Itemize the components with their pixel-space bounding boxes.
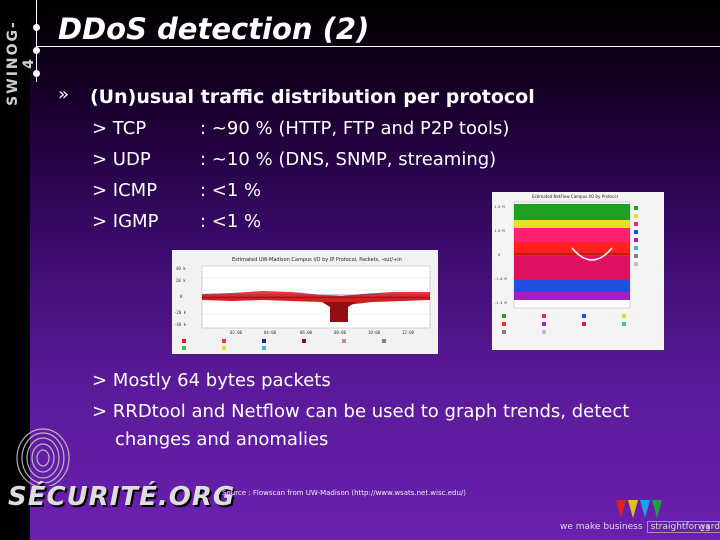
svg-text:20 k: 20 k [176,278,186,283]
swinog-label: SWINOG-4 [5,20,37,106]
svg-text:40 k: 40 k [176,266,186,271]
footer-left: we make business [560,522,643,532]
protocol-desc: : ~90 % (HTTP, FTP and P2P tools) [200,118,510,139]
securite-org-logo: SÉCURITÉ.ORG [8,482,236,512]
bullet-item-continued: changes and anomalies [115,429,329,450]
bullet-dot [33,47,40,54]
svg-text:06:00: 06:00 [300,330,313,335]
svg-text:10:00: 10:00 [368,330,381,335]
protocol-name: > TCP [92,118,147,139]
svg-text:0: 0 [498,253,500,257]
bullet-dot [33,24,40,31]
bullet-dot [33,70,40,77]
chart-title: Estimated NetFlow Campus I/O by Protocol [532,194,618,199]
protocol-name: > IGMP [92,211,159,232]
section-heading: (Un)usual traffic distribution per proto… [90,86,535,108]
chart-title: Estimated UW-Madison Campus I/O by IP Pr… [232,257,402,263]
svg-text:1.5 M: 1.5 M [494,205,505,209]
rrd-graph-right: Estimated NetFlow Campus I/O by Protocol… [492,192,664,350]
bullet-item: > RRDtool and Netflow can be used to gra… [92,401,630,422]
footer-tagline: we make business straightforward [560,521,720,533]
sidebar: SWINOG-4 [0,0,37,540]
source-note: Source : Flowscan from UW-Madison (http:… [222,489,466,497]
svg-text:1.0 M: 1.0 M [494,229,505,233]
bullet-glyph: » [58,84,70,105]
protocol-name: > UDP [92,149,151,170]
svg-text:-1.5 M: -1.5 M [494,301,507,305]
slide-title: DDoS detection (2) [58,12,370,46]
footer-right: straightforward [646,521,720,533]
bullet-item: > Mostly 64 bytes packets [92,370,331,391]
protocol-desc: : <1 % [200,180,262,201]
title-rule-vertical [36,0,37,82]
page-number: 23 [700,524,711,533]
brand-shapes-icon [616,500,662,518]
svg-text:-40 k: -40 k [174,322,187,327]
svg-text:08:00: 08:00 [334,330,347,335]
rrd-graph-left: Estimated UW-Madison Campus I/O by IP Pr… [172,250,438,354]
protocol-name: > ICMP [92,180,158,201]
svg-text:-1.0 M: -1.0 M [494,277,507,281]
svg-text:-20 k: -20 k [174,310,187,315]
protocol-desc: : ~10 % (DNS, SNMP, streaming) [200,149,497,170]
fingerprint-icon [16,428,70,486]
svg-text:0: 0 [180,294,183,299]
svg-text:02:00: 02:00 [230,330,243,335]
protocol-desc: : <1 % [200,211,262,232]
title-rule [36,46,720,47]
svg-text:12:00: 12:00 [402,330,415,335]
svg-text:04:00: 04:00 [264,330,277,335]
